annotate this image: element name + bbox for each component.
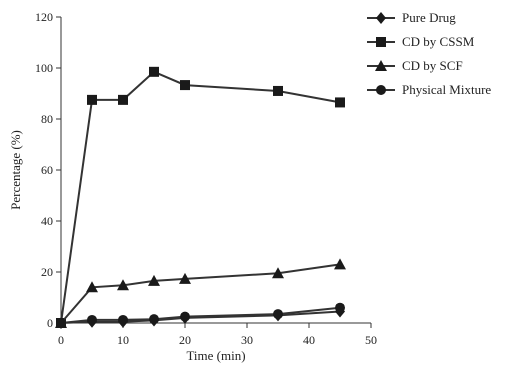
legend-item: Pure Drug xyxy=(367,10,456,25)
data-point-triangle xyxy=(179,272,191,284)
data-point-circle xyxy=(273,309,283,320)
series-2 xyxy=(56,66,345,328)
x-tick-label: 10 xyxy=(117,333,129,347)
legend-item: Physical Mixture xyxy=(367,82,491,97)
x-tick-label: 20 xyxy=(179,333,191,347)
data-point-circle xyxy=(180,311,190,322)
series-1 xyxy=(56,305,345,329)
data-point-square xyxy=(335,97,345,108)
legend-item: CD by CSSM xyxy=(367,34,475,49)
legend-item: CD by SCF xyxy=(367,58,463,73)
series-line xyxy=(60,310,341,324)
y-tick-label: 100 xyxy=(35,61,53,75)
x-tick-label: 50 xyxy=(365,333,377,347)
x-tick-label: 30 xyxy=(241,333,253,347)
data-point-square xyxy=(118,94,128,105)
legend-label: CD by CSSM xyxy=(402,34,475,49)
y-tick-label: 80 xyxy=(41,112,53,126)
y-tick-label: 120 xyxy=(35,10,53,24)
series-4 xyxy=(56,302,345,328)
data-point-triangle xyxy=(86,281,98,293)
data-point-circle xyxy=(87,314,97,325)
x-tick-label: 40 xyxy=(303,333,315,347)
data-point-triangle xyxy=(272,267,284,279)
legend-label: CD by SCF xyxy=(402,58,463,73)
series-line xyxy=(60,70,341,324)
data-point-square xyxy=(87,94,97,105)
legend-marker-square xyxy=(376,37,386,47)
y-tick-label: 60 xyxy=(41,163,53,177)
legend: Pure Drug CD by CSSM CD by SCF Physical Mix… xyxy=(367,10,491,97)
series-layer xyxy=(55,66,346,329)
x-tick-label: 0 xyxy=(58,333,64,347)
x-axis-title: Time (min) xyxy=(186,348,245,363)
data-point-circle xyxy=(118,314,128,325)
data-point-circle xyxy=(56,318,66,328)
y-tick-label: 20 xyxy=(41,265,53,279)
data-point-circle xyxy=(335,302,345,313)
legend-marker-diamond xyxy=(376,12,386,24)
legend-label: Pure Drug xyxy=(402,10,456,25)
data-point-square xyxy=(273,85,283,96)
data-point-square xyxy=(180,80,190,91)
data-point-square xyxy=(149,66,159,77)
data-point-triangle xyxy=(334,258,346,270)
legend-marker-circle xyxy=(376,85,386,95)
y-tick-label: 40 xyxy=(41,214,53,228)
legend-label: Physical Mixture xyxy=(402,82,491,97)
axes: 0 20 40 60 80 100 120 0 10 20 30 40 50 xyxy=(35,10,377,347)
y-tick-label: 0 xyxy=(47,316,53,330)
y-axis-title: Percentage (%) xyxy=(8,130,23,210)
legend-marker-triangle xyxy=(375,60,387,71)
series-line xyxy=(60,306,341,324)
data-point-triangle xyxy=(148,274,160,286)
data-point-triangle xyxy=(117,279,129,291)
data-point-circle xyxy=(149,314,159,325)
